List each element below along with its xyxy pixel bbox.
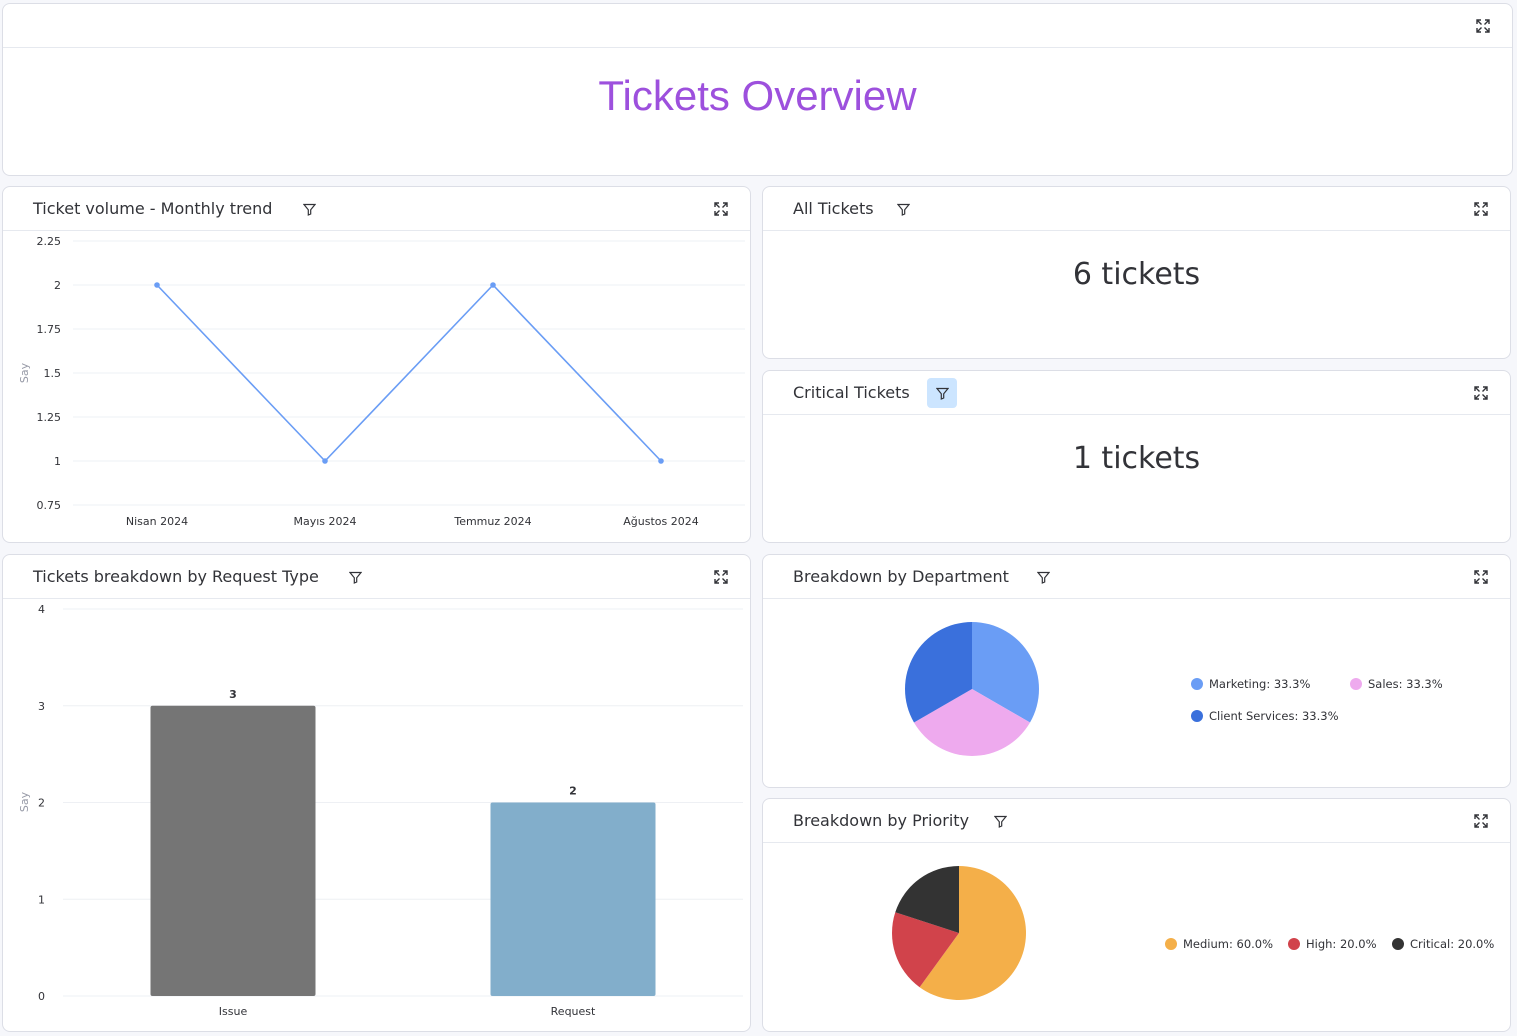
y-tick-label: 2 <box>54 279 61 292</box>
expand-icon[interactable] <box>1472 568 1490 586</box>
expand-icon[interactable] <box>1474 17 1492 35</box>
legend-item: Critical: 20.0% <box>1392 937 1494 951</box>
bar-value-label: 2 <box>569 785 577 798</box>
all-tickets-widget: All Tickets 6 tickets <box>762 186 1511 359</box>
priority-widget: Breakdown by Priority Medium: 60.0% High… <box>762 798 1511 1032</box>
line-chart: 2.25 2 1.75 1.5 1.25 1 0.75 Say Nisan 2024 Mayıs … <box>18 235 745 528</box>
legend-item: High: 20.0% <box>1288 937 1377 951</box>
y-tick-label: 2 <box>38 797 45 810</box>
ticket-count: 1 tickets <box>1072 441 1201 476</box>
y-tick-label: 0.75 <box>37 499 62 512</box>
x-tick-label: Nisan 2024 <box>126 515 188 528</box>
widget-title: Breakdown by Department <box>793 567 1009 586</box>
legend-dot <box>1392 938 1404 950</box>
widget-header: All Tickets <box>763 187 1510 231</box>
pie-slice <box>905 622 972 723</box>
critical-tickets-widget: Critical Tickets 1 tickets <box>762 370 1511 543</box>
pie-slice <box>892 912 959 988</box>
page-title: Tickets Overview <box>598 72 917 119</box>
legend-label: Medium: 60.0% <box>1183 937 1274 951</box>
data-point <box>658 458 664 464</box>
y-tick-label: 1 <box>38 893 45 906</box>
legend-item: Medium: 60.0% <box>1165 937 1273 951</box>
expand-icon[interactable] <box>1472 812 1490 830</box>
series-line <box>156 283 662 463</box>
widget-title: All Tickets <box>793 199 874 218</box>
widget-title: Tickets breakdown by Request Type <box>33 567 319 586</box>
data-point <box>154 282 160 288</box>
pie-slice <box>972 622 1039 723</box>
legend-item: Sales: 33.3% <box>1350 677 1443 691</box>
legend-label: High: 20.0% <box>1306 937 1377 951</box>
legend-label: Sales: 33.3% <box>1368 677 1443 691</box>
widget-title: Ticket volume - Monthly trend <box>33 199 273 218</box>
department-pie-chart <box>905 622 1039 756</box>
ticket-count: 6 tickets <box>1072 257 1201 292</box>
y-tick-label: 3 <box>38 700 45 713</box>
x-tick-label: Temmuz 2024 <box>453 515 531 528</box>
widget-header: Critical Tickets <box>763 371 1510 415</box>
pie-slice <box>913 689 1031 756</box>
expand-icon[interactable] <box>1472 384 1490 402</box>
header-toolbar <box>3 4 1512 48</box>
x-tick-label: Issue <box>219 1005 248 1018</box>
widget-header: Tickets breakdown by Request Type <box>3 555 750 599</box>
widget-title: Breakdown by Priority <box>793 811 970 830</box>
filter-icon[interactable] <box>985 806 1015 836</box>
y-tick-label: 2.25 <box>37 235 62 248</box>
pie-slice <box>919 866 1026 1000</box>
filter-icon[interactable] <box>888 194 918 224</box>
bar-chart: 4 3 2 1 0 Say 3 Issue 2 Request <box>18 603 743 1018</box>
y-tick-label: 1.5 <box>44 367 62 380</box>
request-type-widget: Tickets breakdown by Request Type 4 3 2 1 0 S… <box>2 554 751 1032</box>
y-tick-label: 1.25 <box>37 411 62 424</box>
department-widget: Breakdown by Department Marketing: 33.3%… <box>762 554 1511 788</box>
y-axis-title: Say <box>18 791 31 812</box>
y-tick-label: 0 <box>38 990 45 1003</box>
y-axis-title: Say <box>18 362 31 383</box>
filter-icon[interactable] <box>1028 562 1058 592</box>
legend-dot <box>1191 678 1203 690</box>
y-tick-label: 1.75 <box>37 323 62 336</box>
data-point <box>322 458 328 464</box>
dashboard-header-panel: Tickets Overview <box>2 3 1513 176</box>
priority-pie-chart <box>892 866 1026 1000</box>
legend-label: Client Services: 33.3% <box>1209 709 1339 723</box>
expand-icon[interactable] <box>712 568 730 586</box>
x-tick-label: Ağustos 2024 <box>623 515 698 528</box>
widget-header: Breakdown by Priority <box>763 799 1510 843</box>
filter-icon[interactable] <box>927 378 957 408</box>
widget-header: Breakdown by Department <box>763 555 1510 599</box>
y-tick-label: 4 <box>38 603 45 616</box>
monthly-trend-widget: Ticket volume - Monthly trend 2.25 2 1.75 1… <box>2 186 751 543</box>
legend-label: Marketing: 33.3% <box>1209 677 1311 691</box>
filter-icon[interactable] <box>294 194 324 224</box>
widget-header: Ticket volume - Monthly trend <box>3 187 750 231</box>
x-tick-label: Request <box>551 1005 596 1018</box>
expand-icon[interactable] <box>712 200 730 218</box>
pie-slice <box>895 866 959 933</box>
data-point <box>490 282 496 288</box>
x-tick-label: Mayıs 2024 <box>293 515 356 528</box>
bar <box>150 705 316 996</box>
legend-dot <box>1165 938 1177 950</box>
widget-title: Critical Tickets <box>793 383 910 402</box>
bar-value-label: 3 <box>229 688 237 701</box>
expand-icon[interactable] <box>1472 200 1490 218</box>
legend-item: Marketing: 33.3% <box>1191 677 1310 691</box>
legend-dot <box>1191 710 1203 722</box>
filter-icon[interactable] <box>340 562 370 592</box>
legend-item: Client Services: 33.3% <box>1191 709 1339 723</box>
y-tick-label: 1 <box>54 455 61 468</box>
legend-dot <box>1288 938 1300 950</box>
legend-label: Critical: 20.0% <box>1410 937 1495 951</box>
bar <box>490 802 656 996</box>
legend-dot <box>1350 678 1362 690</box>
